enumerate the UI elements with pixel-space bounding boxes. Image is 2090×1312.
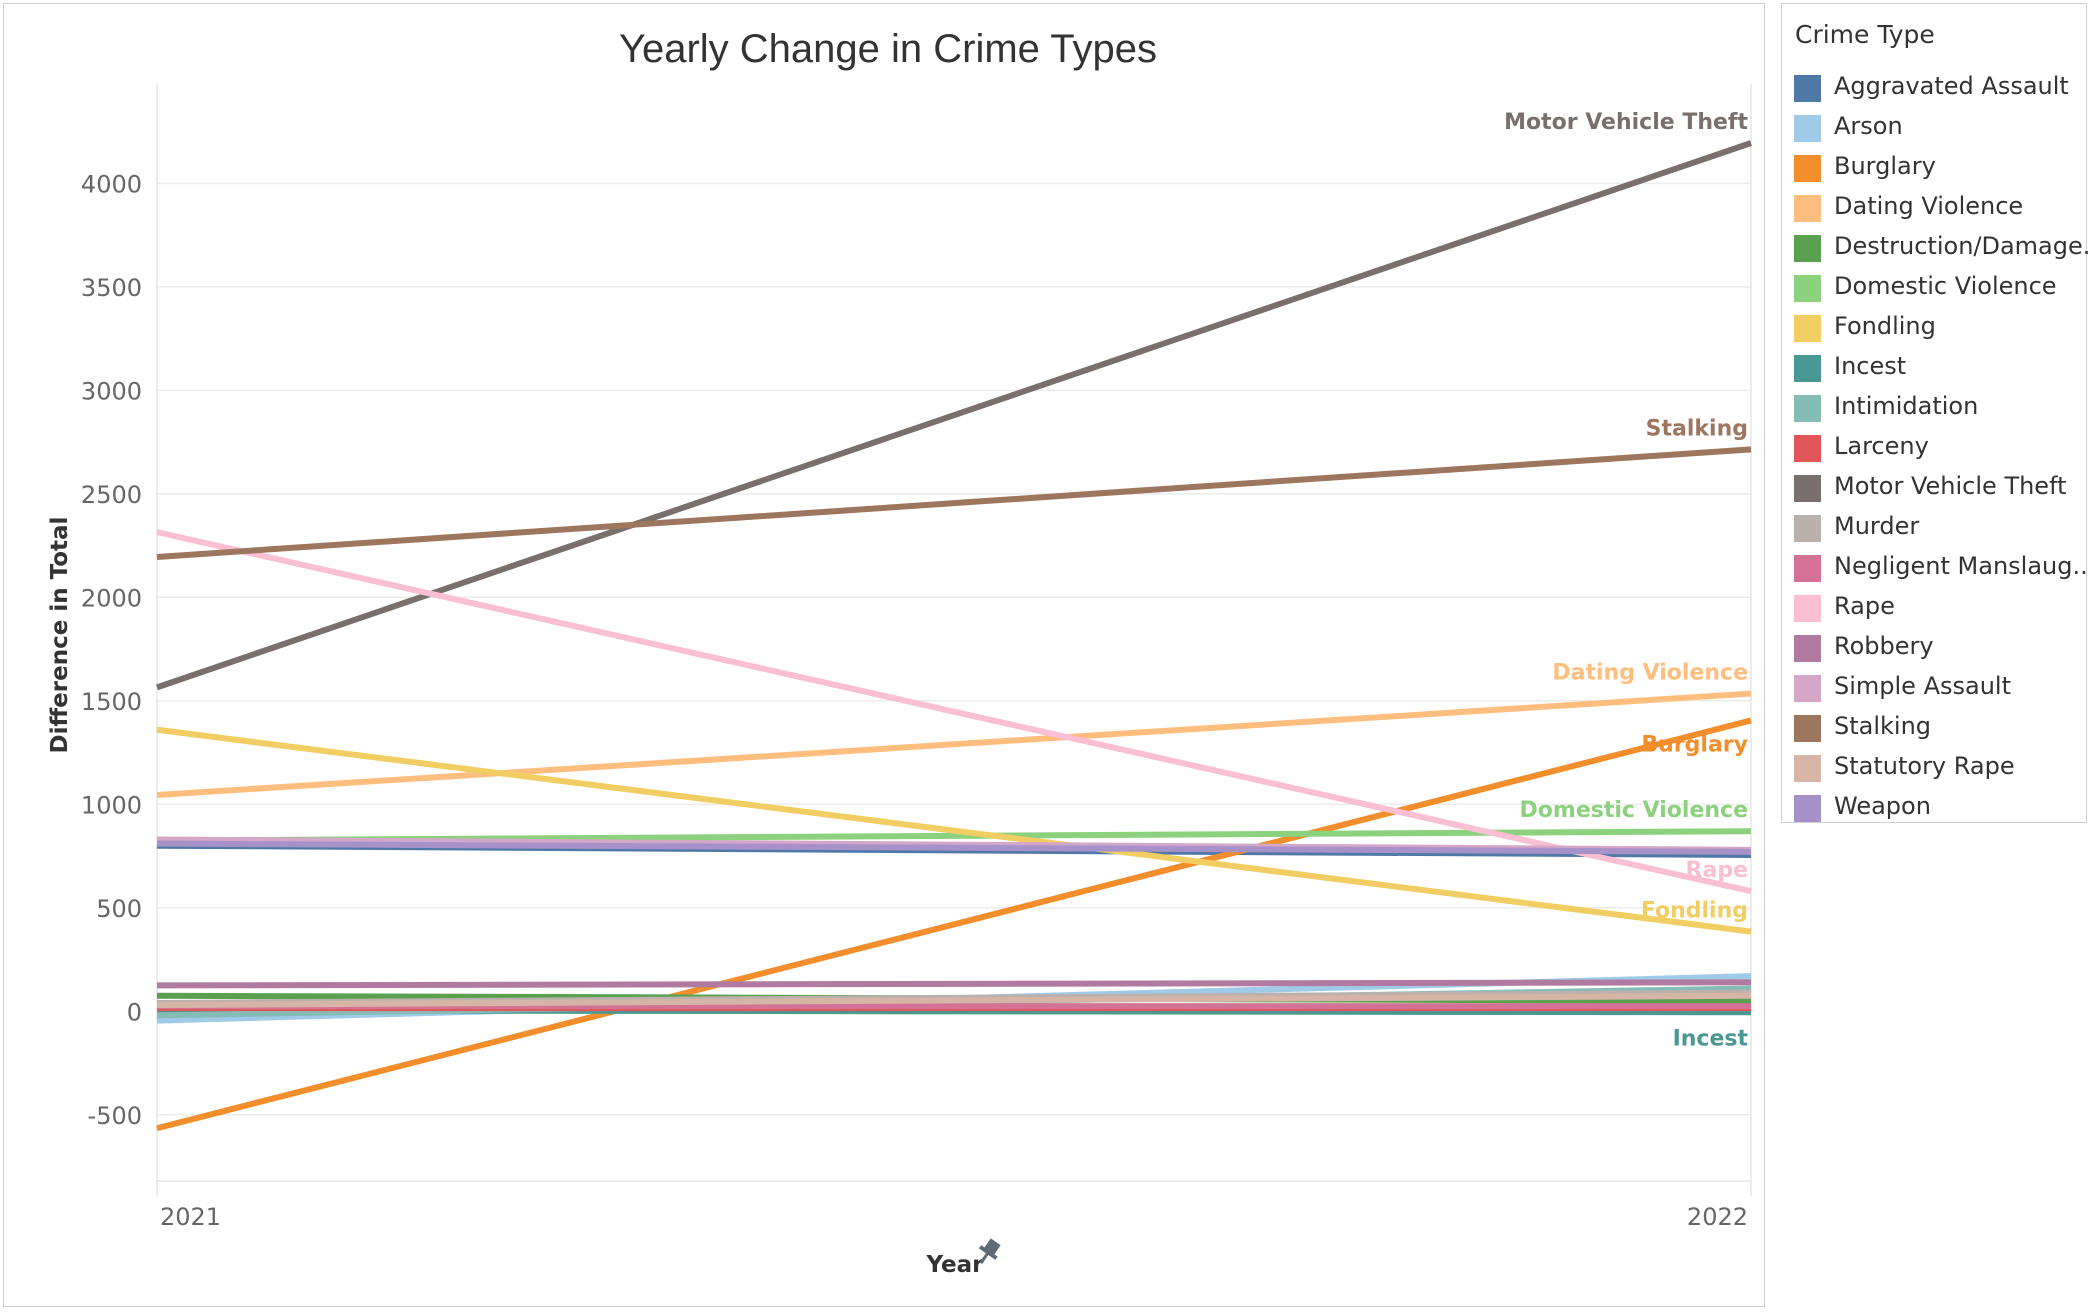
x-axis-title: Year bbox=[925, 1252, 984, 1278]
y-tick-label: 1500 bbox=[81, 688, 142, 716]
chart-area: -500 0 500 1000 1500 2000 2500 3000 3500 4000 202… bbox=[3, 3, 1765, 1307]
legend-item[interactable]: Robbery bbox=[1790, 629, 2085, 669]
legend-swatch bbox=[1794, 515, 1821, 542]
pin-icon[interactable] bbox=[973, 1236, 1004, 1269]
legend-swatch bbox=[1794, 635, 1821, 662]
legend-swatch bbox=[1794, 795, 1821, 822]
legend-label: Robbery bbox=[1834, 632, 1934, 660]
y-tick-label: -500 bbox=[88, 1102, 142, 1130]
chart-title: Yearly Change in Crime Types bbox=[619, 27, 1157, 71]
legend-item[interactable]: Incest bbox=[1790, 349, 2085, 389]
legend-label: Larceny bbox=[1834, 432, 1929, 460]
legend-item[interactable]: Aggravated Assault bbox=[1790, 69, 2085, 109]
y-tick-label: 500 bbox=[96, 895, 142, 923]
series-line-dating-violence[interactable] bbox=[156, 690, 1752, 798]
end-label-dating-violence: Dating Violence bbox=[1552, 661, 1748, 686]
legend-label: Aggravated Assault bbox=[1834, 72, 2069, 100]
gridlines bbox=[157, 182, 1751, 1116]
legend-swatch bbox=[1794, 155, 1821, 182]
y-tick-label: 4000 bbox=[81, 170, 142, 198]
legend-item[interactable]: Burglary bbox=[1790, 149, 2085, 189]
legend-label: Rape bbox=[1834, 592, 1895, 620]
legend-item[interactable]: Motor Vehicle Theft bbox=[1790, 469, 2085, 509]
y-tick-label: 3500 bbox=[81, 274, 142, 302]
line-chart: -500 0 500 1000 1500 2000 2500 3000 3500 4000 202… bbox=[47, 27, 1752, 1278]
legend: Crime Type Aggravated Assault Arson Burgla… bbox=[1781, 3, 2090, 823]
legend-label: Weapon bbox=[1834, 792, 1931, 820]
legend-label: Motor Vehicle Theft bbox=[1834, 472, 2067, 500]
legend-swatch bbox=[1794, 115, 1821, 142]
legend-swatch bbox=[1794, 195, 1821, 222]
legend-swatch bbox=[1794, 235, 1821, 262]
legend-item[interactable]: Domestic Violence bbox=[1790, 269, 2085, 309]
series-line-stalking[interactable] bbox=[156, 446, 1752, 560]
legend-swatch bbox=[1794, 395, 1821, 422]
series-end-labels: Burglary Dating Violence Domestic Violence… bbox=[1504, 110, 1748, 1051]
legend-swatch bbox=[1794, 555, 1821, 582]
end-label-motor-vehicle-theft: Motor Vehicle Theft bbox=[1504, 110, 1748, 135]
legend-label: Murder bbox=[1834, 512, 1920, 540]
x-axis-ticks: 2021 2022 bbox=[160, 1203, 1748, 1231]
y-tick-label: 1000 bbox=[81, 791, 142, 819]
legend-swatch bbox=[1794, 675, 1821, 702]
legend-item[interactable]: Fondling bbox=[1790, 309, 2085, 349]
legend-label: Incest bbox=[1834, 352, 1907, 380]
y-axis-title: Difference in Total bbox=[47, 517, 73, 754]
end-label-burglary: Burglary bbox=[1641, 732, 1748, 757]
series-line-rape[interactable] bbox=[156, 529, 1752, 895]
series-line-statutory-rape[interactable] bbox=[156, 992, 1752, 1009]
legend-item[interactable]: Statutory Rape bbox=[1790, 749, 2085, 789]
legend-item[interactable]: Dating Violence bbox=[1790, 189, 2085, 229]
end-label-domestic-violence: Domestic Violence bbox=[1520, 798, 1748, 823]
legend-swatch bbox=[1794, 355, 1821, 382]
legend-label: Statutory Rape bbox=[1834, 752, 2015, 780]
legend-swatch bbox=[1794, 275, 1821, 302]
series-line-burglary[interactable] bbox=[156, 717, 1752, 1132]
legend-item[interactable]: Negligent Manslaug.. bbox=[1790, 549, 2088, 589]
legend-swatch bbox=[1794, 595, 1821, 622]
legend-label: Fondling bbox=[1834, 312, 1936, 340]
legend-swatch bbox=[1794, 435, 1821, 462]
y-tick-label: 3000 bbox=[81, 377, 142, 405]
x-tick-label: 2021 bbox=[160, 1203, 221, 1231]
legend-item[interactable]: Weapon bbox=[1790, 789, 2085, 829]
series-line-weapon[interactable] bbox=[156, 840, 1752, 855]
y-tick-label: 2500 bbox=[81, 481, 142, 509]
legend-item[interactable]: Stalking bbox=[1790, 709, 2085, 749]
x-tick-label: 2022 bbox=[1687, 1203, 1748, 1231]
legend-item[interactable]: Destruction/Damage.. bbox=[1790, 229, 2090, 269]
end-label-incest: Incest bbox=[1673, 1026, 1749, 1051]
legend-label: Dating Violence bbox=[1834, 192, 2024, 220]
series-lines bbox=[156, 140, 1752, 1132]
legend-swatch bbox=[1794, 475, 1821, 502]
legend-swatch bbox=[1794, 75, 1821, 102]
legend-swatch bbox=[1794, 315, 1821, 342]
end-label-fondling: Fondling bbox=[1641, 899, 1748, 924]
legend-item[interactable]: Intimidation bbox=[1790, 389, 2085, 429]
legend-item[interactable]: Larceny bbox=[1790, 429, 2085, 469]
end-label-stalking: Stalking bbox=[1646, 416, 1748, 441]
legend-item[interactable]: Rape bbox=[1790, 589, 2085, 629]
y-tick-label: 0 bbox=[127, 998, 142, 1026]
legend-item[interactable]: Simple Assault bbox=[1790, 669, 2085, 709]
legend-label: Simple Assault bbox=[1834, 672, 2011, 700]
legend-title: Crime Type bbox=[1795, 20, 1935, 49]
y-axis-ticks: -500 0 500 1000 1500 2000 2500 3000 3500 4000 bbox=[81, 170, 142, 1129]
legend-label: Burglary bbox=[1834, 152, 1936, 180]
legend-label: Stalking bbox=[1834, 712, 1932, 740]
y-tick-label: 2000 bbox=[81, 584, 142, 612]
series-line-motor-vehicle-theft[interactable] bbox=[156, 140, 1752, 691]
end-label-rape: Rape bbox=[1686, 858, 1748, 883]
series-line-fondling[interactable] bbox=[156, 726, 1752, 935]
series-line-robbery[interactable] bbox=[156, 979, 1752, 989]
legend-label: Arson bbox=[1834, 112, 1903, 140]
legend-label: Intimidation bbox=[1834, 392, 1979, 420]
legend-label: Destruction/Damage.. bbox=[1834, 232, 2090, 260]
legend-label: Domestic Violence bbox=[1834, 272, 2057, 300]
legend-swatch bbox=[1794, 715, 1821, 742]
legend-label: Negligent Manslaug.. bbox=[1834, 552, 2088, 580]
legend-item[interactable]: Murder bbox=[1790, 509, 2085, 549]
legend-swatch bbox=[1794, 755, 1821, 782]
legend-item[interactable]: Arson bbox=[1790, 109, 2085, 149]
